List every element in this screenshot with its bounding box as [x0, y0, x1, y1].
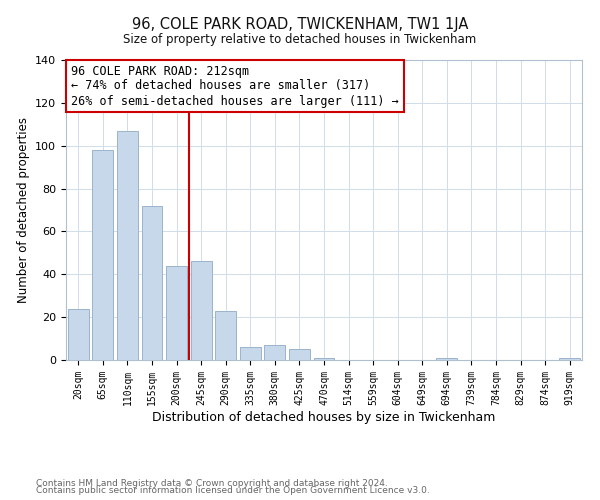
- Bar: [92, 150, 113, 360]
- Bar: [436, 358, 457, 360]
- Y-axis label: Number of detached properties: Number of detached properties: [17, 117, 29, 303]
- Bar: [559, 358, 580, 360]
- Bar: [289, 350, 310, 360]
- Bar: [68, 308, 89, 360]
- Text: Contains public sector information licensed under the Open Government Licence v3: Contains public sector information licen…: [36, 486, 430, 495]
- Bar: [166, 266, 187, 360]
- X-axis label: Distribution of detached houses by size in Twickenham: Distribution of detached houses by size …: [152, 410, 496, 424]
- Bar: [215, 310, 236, 360]
- Bar: [240, 347, 261, 360]
- Bar: [265, 345, 286, 360]
- Text: 96, COLE PARK ROAD, TWICKENHAM, TW1 1JA: 96, COLE PARK ROAD, TWICKENHAM, TW1 1JA: [132, 18, 468, 32]
- Bar: [117, 130, 138, 360]
- Text: Contains HM Land Registry data © Crown copyright and database right 2024.: Contains HM Land Registry data © Crown c…: [36, 478, 388, 488]
- Bar: [142, 206, 163, 360]
- Text: Size of property relative to detached houses in Twickenham: Size of property relative to detached ho…: [124, 32, 476, 46]
- Bar: [314, 358, 334, 360]
- Bar: [191, 262, 212, 360]
- Text: 96 COLE PARK ROAD: 212sqm
← 74% of detached houses are smaller (317)
26% of semi: 96 COLE PARK ROAD: 212sqm ← 74% of detac…: [71, 64, 399, 108]
